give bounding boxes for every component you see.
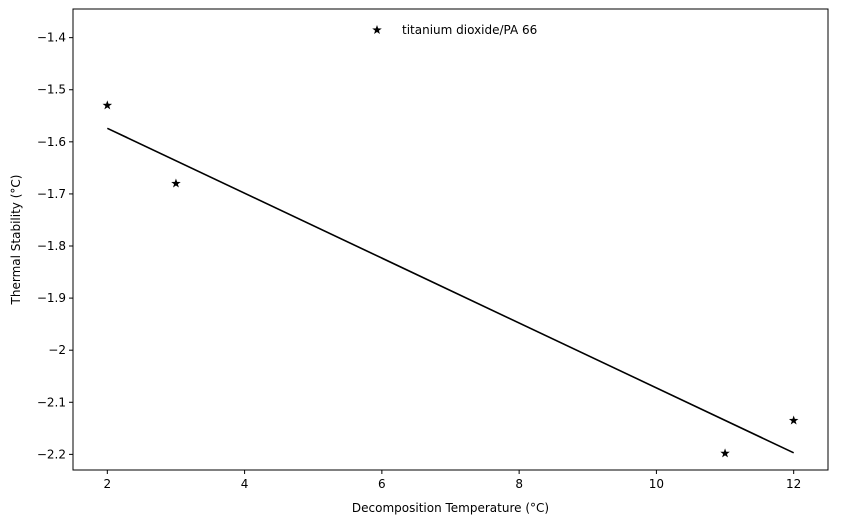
axes-frame [72,8,829,471]
y-tick-label: −2 [48,343,66,357]
plot-area [72,8,829,471]
y-tick-label: −2.1 [37,395,66,409]
x-tick-label: 8 [515,477,523,491]
legend-label: titanium dioxide/PA 66 [402,23,537,37]
y-tick-label: −2.2 [37,447,66,461]
y-tick-label: −1.8 [37,239,66,253]
fit-line-group [106,127,795,454]
legend: titanium dioxide/PA 66 [372,23,537,37]
data-point-star [720,448,730,458]
data-point-star [102,100,113,110]
fit-line [106,127,795,454]
y-tick-label: −1.7 [37,187,66,201]
data-point-star [171,178,181,188]
legend-star [372,25,382,35]
x-tick-label: 10 [649,477,664,491]
x-axis-ticks: 2 4 6 8 10 12 [103,470,801,491]
y-tick-label: −1.9 [37,291,66,305]
x-axis-label: Decomposition Temperature (°C) [352,501,549,515]
y-axis-ticks: −2.2 −2.1 −2 −1.9 −1.8 −1.7 −1.6 −1.5 −1.4 [37,31,73,461]
x-tick-label: 12 [786,477,801,491]
data-point-star [788,415,799,425]
legend-marker-star-icon [372,25,382,35]
y-tick-label: −1.4 [37,31,66,45]
y-tick-label: −1.6 [37,135,66,149]
y-tick-label: −1.5 [37,83,66,97]
x-tick-label: 2 [103,477,111,491]
x-tick-label: 6 [378,477,386,491]
data-points [102,100,799,458]
x-tick-label: 4 [241,477,249,491]
y-axis-label: Thermal Stability (°C) [9,175,23,306]
